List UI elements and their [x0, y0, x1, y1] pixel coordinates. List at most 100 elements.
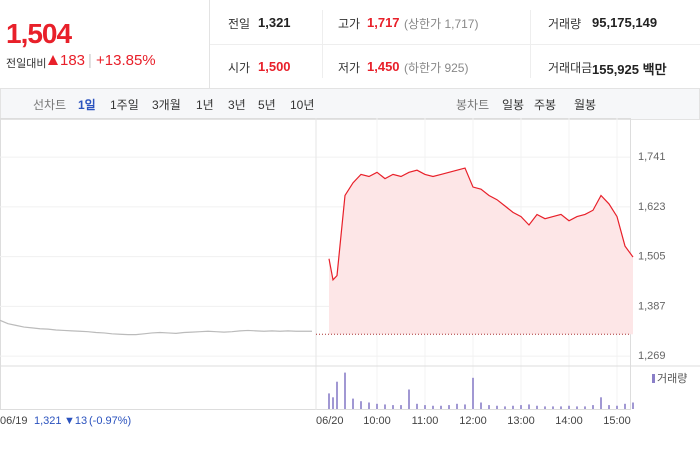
- volume-bar: [424, 405, 426, 409]
- volume-bar: [496, 405, 498, 409]
- up-icon: [48, 55, 58, 65]
- stat-label: 거래대금: [548, 61, 593, 75]
- price-line: [0, 319, 312, 336]
- price-box: [0, 0, 210, 88]
- tab[interactable]: 5년: [258, 98, 276, 112]
- tab[interactable]: 3개월: [152, 98, 181, 112]
- volume-bar: [472, 377, 474, 409]
- volume-bar: [328, 393, 330, 409]
- change: 183: [60, 52, 86, 69]
- tab[interactable]: 1일: [78, 98, 96, 112]
- volume-bar: [384, 404, 386, 409]
- y-tick-label: 1,505: [638, 251, 666, 263]
- x-tick-label: 15:00: [603, 415, 631, 427]
- volume-bar: [480, 402, 482, 409]
- tab-label: 봉차트: [456, 98, 490, 112]
- volume-bar: [332, 397, 334, 409]
- day-label: 06/19: [0, 415, 28, 427]
- x-tick-label: 14:00: [555, 415, 583, 427]
- volume-bar: [568, 405, 570, 409]
- x-tick-label: 11:00: [412, 415, 439, 427]
- volume-bar: [552, 406, 554, 409]
- volume-bar: [456, 403, 458, 409]
- volume-bar: [624, 403, 626, 409]
- tab[interactable]: 10년: [290, 98, 315, 112]
- volume-bar: [400, 405, 402, 409]
- tab-bar: [0, 88, 700, 120]
- volume-bar: [352, 398, 354, 409]
- stat-value: 155,925 백만: [592, 62, 667, 77]
- stat-value: 1,500: [258, 59, 291, 74]
- stat-label: 전일: [228, 17, 251, 31]
- x-tick-label: 13:00: [507, 415, 535, 427]
- volume-bar: [504, 406, 506, 409]
- stat-value: 1,321: [258, 15, 291, 30]
- stat-label: 저가: [338, 61, 361, 75]
- stat-note: (하한가 925): [404, 61, 469, 75]
- price: 1,504: [6, 18, 72, 49]
- area-fill: [329, 168, 633, 335]
- volume-bar: [432, 405, 434, 409]
- divider: |: [88, 52, 92, 69]
- legend-label: 거래량: [657, 372, 687, 385]
- stat-label: 거래량: [548, 17, 582, 31]
- volume-bar: [544, 406, 546, 409]
- chart: 1,269 1,387 1,505 1,623 1,741 10:00 11:00 12:00…: [0, 118, 700, 427]
- volume-bar: [376, 403, 378, 409]
- col-divider: [322, 10, 323, 78]
- volume-bar: [368, 402, 370, 409]
- tab[interactable]: 주봉: [534, 98, 557, 112]
- volume-bar: [608, 405, 610, 409]
- volume-bar: [440, 405, 442, 409]
- stat-value: 1,717: [367, 15, 400, 30]
- volume-bar: [392, 405, 394, 409]
- volume-bar: [536, 405, 538, 409]
- stat-value: 1,450: [367, 59, 400, 74]
- col-divider: [530, 10, 531, 78]
- volume-bar: [560, 406, 562, 409]
- tab[interactable]: 1주일: [110, 98, 139, 112]
- volume-bar: [408, 389, 410, 409]
- volume-bar: [600, 397, 602, 409]
- x-tick-label: 10:00: [363, 415, 391, 427]
- tab[interactable]: 월봉: [574, 98, 597, 112]
- volume-bar: [344, 372, 346, 409]
- tab-label: 선차트: [33, 98, 67, 112]
- stat-value: 95,175,149: [592, 15, 658, 30]
- tab[interactable]: 1년: [196, 98, 214, 112]
- volume-bar: [488, 405, 490, 409]
- volume-bar: [616, 405, 618, 409]
- tab[interactable]: 일봉: [502, 98, 525, 112]
- legend-swatch: [652, 374, 655, 383]
- footer-pct: (-0.97%): [89, 415, 131, 427]
- volume-bar: [512, 405, 514, 409]
- footer-change: ▼13: [64, 415, 87, 427]
- volume-bar: [464, 404, 466, 409]
- volume-bar: [584, 406, 586, 409]
- change-pct: +13.85%: [96, 52, 156, 69]
- stat-label: 고가: [338, 17, 361, 31]
- volume-bar: [592, 405, 594, 409]
- price-line: [328, 167, 634, 282]
- y-tick-label: 1,387: [638, 300, 666, 312]
- volume-bar: [360, 401, 362, 409]
- stat-note: (상한가 1,717): [404, 17, 479, 31]
- change-label: 전일대비: [6, 58, 47, 70]
- volume-bar: [416, 403, 418, 409]
- volume-bar: [336, 381, 338, 409]
- tab[interactable]: 3년: [228, 98, 246, 112]
- row-divider: [210, 44, 700, 45]
- y-tick-label: 1,623: [638, 201, 666, 213]
- volume-bar: [520, 405, 522, 409]
- footer-close: 1,321: [34, 415, 62, 427]
- volume-bar: [448, 405, 450, 409]
- y-tick-label: 1,741: [638, 151, 666, 163]
- volume-bar: [632, 402, 634, 409]
- day-label: 06/20: [316, 415, 344, 427]
- x-tick-label: 12:00: [459, 415, 487, 427]
- stat-label: 시가: [228, 61, 251, 75]
- y-tick-label: 1,269: [638, 350, 666, 362]
- volume-bar: [576, 406, 578, 409]
- volume-bar: [528, 404, 530, 409]
